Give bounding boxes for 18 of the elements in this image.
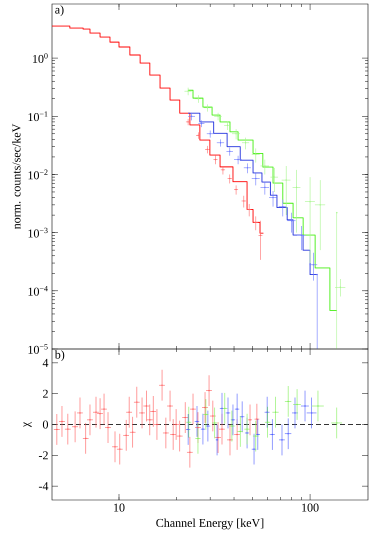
y-tick-label: 10$^{−4}$ (28, 286, 48, 296)
y-axis-title: norm. counts/sec/keV (12, 124, 21, 230)
y-tick-label: 2 (43, 390, 48, 398)
annotation: b) (54, 350, 64, 362)
y-tick-label: 4 (42, 358, 48, 367)
y-tick-label: 10$^{−3}$ (28, 228, 48, 238)
y-axis-title: χ (24, 422, 32, 428)
y-tick-label: 10$^{−5}$ (28, 344, 48, 354)
y-tick-label: -4 (38, 482, 48, 490)
y-tick-label: 10$^{−2}$ (28, 170, 48, 180)
x-axis-title: Channel Energy [keV] (156, 518, 264, 530)
x-tick-label: 100 (302, 504, 319, 512)
y-tick-label: 10$^{−1}$ (28, 111, 48, 122)
y-tick-label: 10$^{0}$ (33, 53, 48, 63)
y-tick-label: -2 (38, 451, 48, 460)
x-tick-label: 10 (114, 504, 125, 512)
annotation: a) (55, 5, 64, 16)
y-tick-label: 0 (42, 420, 48, 429)
